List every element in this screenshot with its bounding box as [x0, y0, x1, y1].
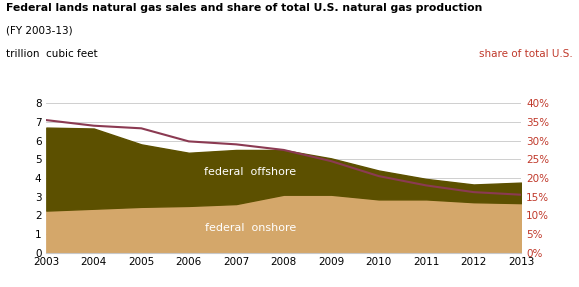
- Text: Federal lands natural gas sales and share of total U.S. natural gas production: Federal lands natural gas sales and shar…: [6, 3, 482, 13]
- Text: (FY 2003-13): (FY 2003-13): [6, 26, 72, 36]
- Text: federal  offshore: federal offshore: [204, 167, 296, 177]
- Text: federal  onshore: federal onshore: [205, 223, 296, 233]
- Text: trillion  cubic feet: trillion cubic feet: [6, 49, 97, 59]
- Text: share of total U.S.: share of total U.S.: [479, 49, 573, 59]
